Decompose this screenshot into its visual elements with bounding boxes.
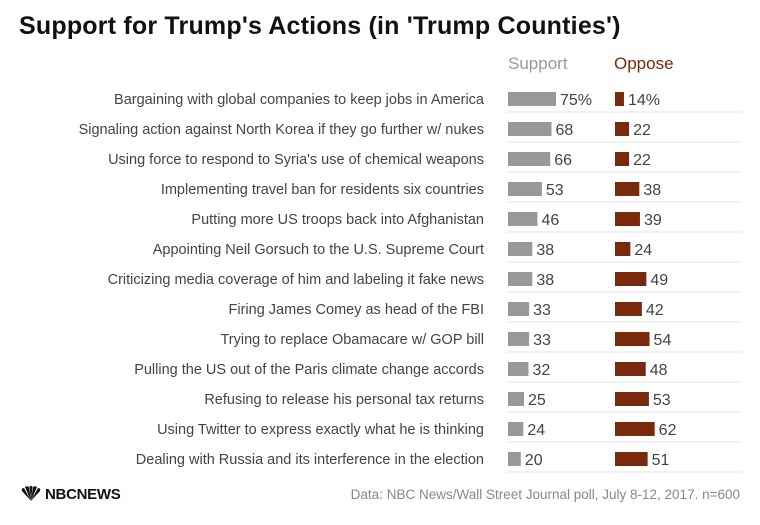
support-value-label: 32 bbox=[532, 362, 550, 379]
oppose-bar bbox=[615, 272, 647, 286]
category-label: Bargaining with global companies to keep… bbox=[114, 92, 485, 108]
oppose-value-label: 38 bbox=[643, 182, 661, 199]
support-value-label: 66 bbox=[554, 152, 572, 169]
support-value-label: 68 bbox=[556, 122, 574, 139]
chart-title: Support for Trump's Actions (in 'Trump C… bbox=[19, 12, 621, 40]
support-value-label: 38 bbox=[536, 272, 554, 289]
oppose-value-label: 49 bbox=[650, 272, 668, 289]
support-bar bbox=[508, 92, 556, 106]
oppose-bar bbox=[615, 392, 649, 406]
logo-text: NBCNEWS bbox=[45, 485, 121, 503]
oppose-header: Oppose bbox=[614, 54, 674, 73]
support-header: Support bbox=[508, 54, 568, 73]
support-bar bbox=[508, 212, 538, 226]
oppose-value-label: 62 bbox=[659, 422, 677, 439]
oppose-bar bbox=[615, 332, 650, 346]
support-bar bbox=[508, 272, 533, 286]
oppose-bar bbox=[615, 182, 640, 196]
support-value-label: 53 bbox=[546, 182, 564, 199]
source-note: Data: NBC News/Wall Street Journal poll,… bbox=[350, 487, 740, 502]
support-bar bbox=[508, 362, 529, 376]
oppose-value-label: 53 bbox=[653, 392, 671, 409]
support-value-label: 46 bbox=[541, 212, 559, 229]
chart-svg: Support Oppose Bargaining with global comp… bbox=[79, 54, 742, 473]
oppose-value-label: 39 bbox=[644, 212, 662, 229]
support-bar bbox=[508, 242, 533, 256]
support-value-label: 75% bbox=[560, 92, 592, 109]
support-bar bbox=[508, 452, 521, 466]
category-label: Refusing to release his personal tax ret… bbox=[204, 392, 484, 408]
support-bar bbox=[508, 182, 542, 196]
oppose-bar bbox=[615, 122, 630, 136]
support-bar bbox=[508, 392, 524, 406]
support-value-label: 24 bbox=[527, 422, 545, 439]
support-bar bbox=[508, 302, 530, 316]
support-value-label: 38 bbox=[536, 242, 554, 259]
support-value-label: 25 bbox=[528, 392, 546, 409]
category-label: Appointing Neil Gorsuch to the U.S. Supr… bbox=[153, 242, 484, 258]
oppose-value-label: 42 bbox=[646, 302, 664, 319]
category-label: Putting more US troops back into Afghani… bbox=[191, 212, 484, 228]
category-label: Trying to replace Obamacare w/ GOP bill bbox=[220, 332, 484, 348]
oppose-value-label: 54 bbox=[654, 332, 672, 349]
category-label: Signaling action against North Korea if … bbox=[79, 122, 484, 138]
support-value-label: 33 bbox=[533, 302, 551, 319]
oppose-bar bbox=[615, 212, 640, 226]
oppose-bar bbox=[615, 422, 655, 436]
support-value-label: 33 bbox=[533, 332, 551, 349]
oppose-value-label: 14% bbox=[628, 92, 660, 109]
support-bar bbox=[508, 122, 552, 136]
oppose-bar bbox=[615, 242, 631, 256]
oppose-bar bbox=[615, 452, 648, 466]
oppose-bar bbox=[615, 152, 630, 166]
oppose-bar bbox=[615, 302, 642, 316]
support-bar bbox=[508, 332, 530, 346]
nbc-news-logo: NBCNEWS bbox=[20, 484, 121, 504]
oppose-bar bbox=[615, 362, 646, 376]
support-value-label: 20 bbox=[525, 452, 543, 469]
oppose-value-label: 24 bbox=[634, 242, 652, 259]
category-label: Pulling the US out of the Paris climate … bbox=[134, 362, 484, 378]
category-label: Criticizing media coverage of him and la… bbox=[108, 272, 484, 288]
oppose-value-label: 51 bbox=[652, 452, 670, 469]
category-label: Implementing travel ban for residents si… bbox=[161, 182, 484, 198]
oppose-bar bbox=[615, 92, 624, 106]
oppose-value-label: 22 bbox=[633, 152, 651, 169]
support-bar bbox=[508, 152, 551, 166]
oppose-value-label: 48 bbox=[650, 362, 668, 379]
category-label: Using Twitter to express exactly what he… bbox=[157, 422, 484, 438]
category-label: Using force to respond to Syria's use of… bbox=[108, 152, 484, 168]
oppose-value-label: 22 bbox=[633, 122, 651, 139]
nbc-peacock-icon bbox=[21, 486, 41, 501]
category-label: Firing James Comey as head of the FBI bbox=[229, 302, 484, 318]
category-label: Dealing with Russia and its interference… bbox=[136, 452, 484, 468]
support-bar bbox=[508, 422, 524, 436]
